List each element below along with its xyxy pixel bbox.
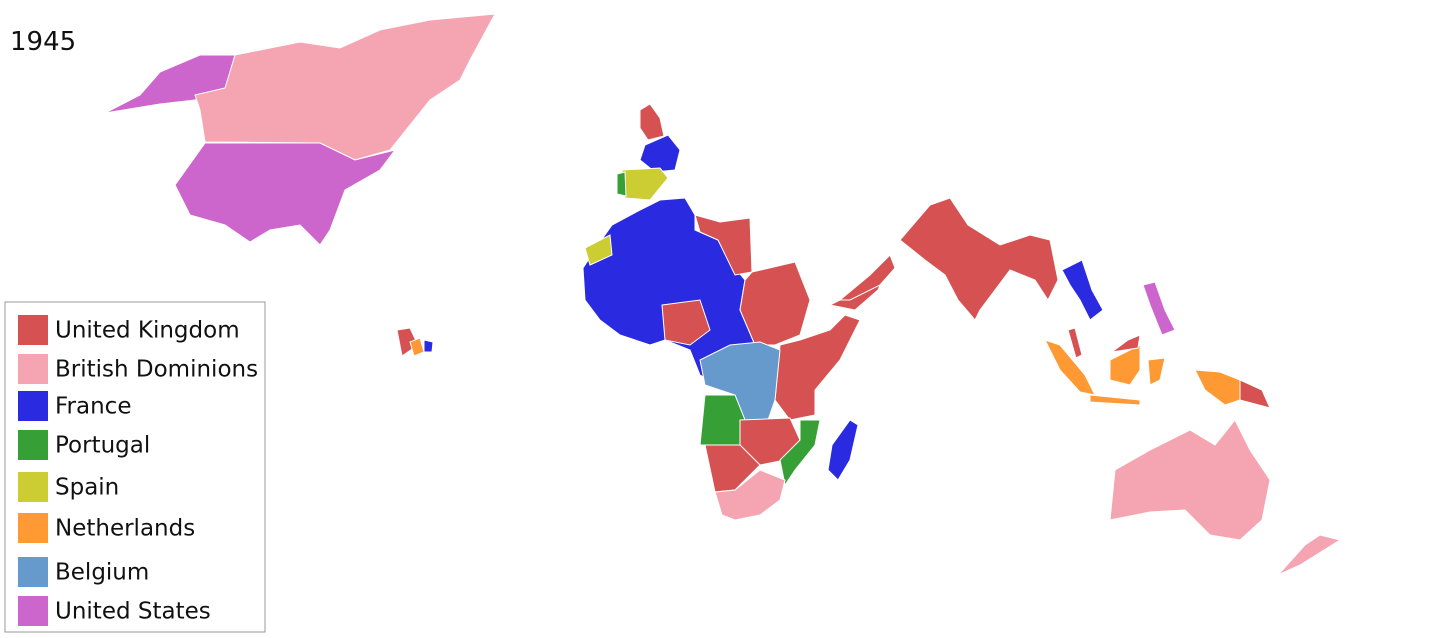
celebes [1147, 357, 1166, 386]
legend-label: United States [55, 599, 211, 625]
java [1089, 394, 1141, 406]
angola [699, 394, 746, 446]
sumatra [1044, 339, 1096, 396]
north-borneo [1111, 334, 1141, 353]
nigeria [661, 299, 711, 346]
legend-swatch [18, 430, 48, 460]
legend-label: Belgium [55, 560, 149, 586]
australia [1109, 419, 1271, 541]
new-guinea [1194, 369, 1241, 406]
british-isles [639, 103, 665, 141]
south-africa [714, 469, 786, 521]
spanish-sahara [584, 234, 613, 266]
bechuanaland [704, 444, 761, 493]
indochina [1061, 259, 1104, 321]
legend-swatch [18, 472, 48, 502]
legend-swatch [18, 513, 48, 543]
east-africa [774, 314, 861, 421]
france [639, 134, 681, 173]
legend-swatch [18, 596, 48, 626]
world-map [104, 13, 1342, 576]
legend-swatch [18, 391, 48, 421]
philippines [1142, 281, 1176, 336]
legend-swatch [18, 354, 48, 384]
belgian-congo [699, 341, 781, 421]
sudan [739, 261, 811, 346]
legend-box [4, 301, 266, 633]
french-guiana [423, 339, 434, 353]
suriname [409, 337, 425, 357]
united-states [174, 142, 397, 246]
legend-swatch [18, 315, 48, 345]
map-year: 1945 [10, 27, 76, 57]
legend-label: France [55, 394, 131, 420]
madagascar [827, 419, 859, 481]
canada [194, 13, 496, 161]
papua [1239, 379, 1271, 409]
malaya [1067, 327, 1083, 359]
legend-swatch [18, 557, 48, 587]
legend-label: Netherlands [55, 516, 195, 542]
mozambique [779, 419, 821, 487]
portugal [616, 171, 627, 197]
british-india [899, 197, 1059, 321]
legend-label: United Kingdom [55, 318, 240, 344]
legend: United Kingdom British Dominions France Por… [18, 315, 258, 626]
egypt-libya [694, 214, 753, 276]
new-zealand [1277, 534, 1342, 576]
legend-label: Spain [55, 475, 119, 501]
legend-label: British Dominions [55, 357, 258, 383]
arabia-coast [838, 254, 896, 301]
spain [621, 167, 669, 201]
legend-label: Portugal [55, 433, 150, 459]
